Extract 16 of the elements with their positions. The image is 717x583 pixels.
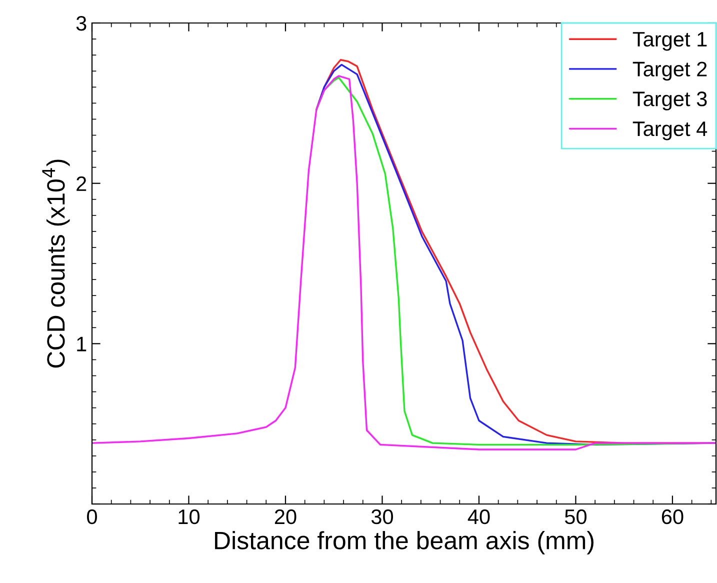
x-tick-label: 40 — [468, 509, 490, 524]
y-tick-label: 2 — [76, 176, 86, 191]
legend-label: Target 2 — [632, 62, 707, 81]
x-axis-title: Distance from the beam axis (mm) — [215, 531, 594, 554]
y-tick-label: 3 — [76, 16, 86, 31]
x-tick-label: 10 — [178, 509, 200, 524]
x-tick-label: 60 — [662, 509, 684, 524]
x-tick-label: 50 — [564, 509, 586, 524]
y-axis-title: CCD counts (x10$^{4}$) — [42, 160, 70, 368]
x-tick-label: 30 — [371, 509, 394, 524]
legend-label: Target 3 — [632, 92, 707, 110]
legend-label: Target 1 — [632, 32, 707, 51]
x-tick-label: 0 — [87, 509, 97, 524]
y-tick-label: 1 — [77, 336, 86, 352]
legend-label: Target 4 — [632, 122, 708, 140]
x-tick-label: 20 — [274, 509, 296, 524]
